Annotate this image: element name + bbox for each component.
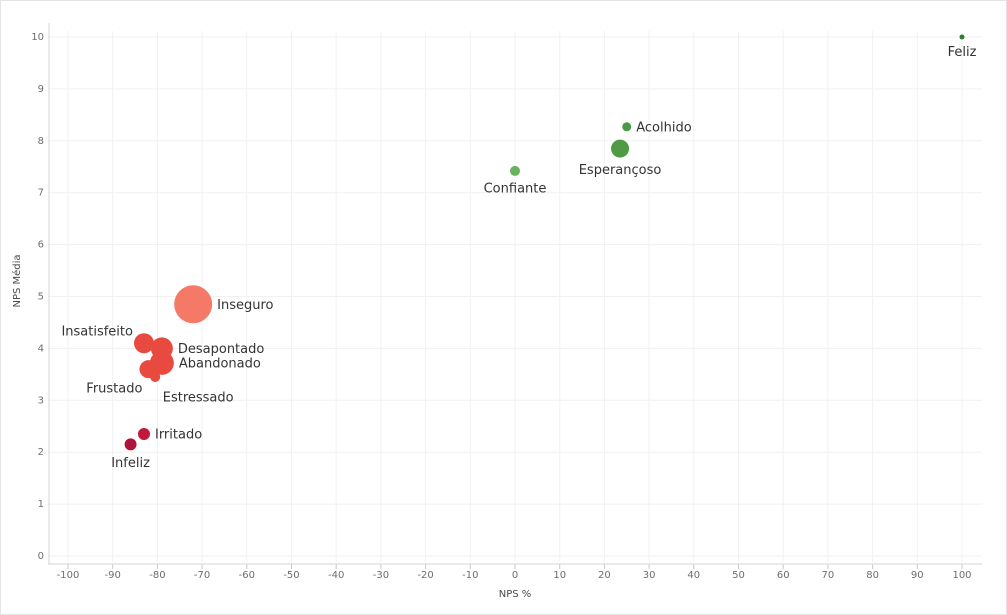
x-tick-label: -60 [239, 570, 255, 581]
point-label: Frustado [86, 382, 142, 397]
x-tick-label: 80 [866, 570, 879, 581]
y-tick-label: 4 [38, 343, 44, 354]
x-tick-label: 40 [687, 570, 700, 581]
point-label: Irritado [155, 428, 202, 443]
x-tick-label: -90 [105, 570, 121, 581]
y-tick-label: 1 [38, 499, 44, 510]
point-label: Insatisfeito [61, 325, 133, 340]
y-tick-label: 5 [38, 292, 44, 303]
x-tick-label: 20 [598, 570, 611, 581]
x-tick-label: 30 [643, 570, 656, 581]
data-point[interactable] [150, 371, 161, 382]
x-axis-title: NPS % [499, 589, 532, 600]
y-tick-label: 8 [38, 136, 44, 147]
y-axis-title: NPS Média [11, 254, 23, 307]
data-point[interactable] [133, 333, 154, 354]
grid-layer [48, 31, 982, 562]
x-tick-label: -50 [283, 570, 299, 581]
tick-layer: -100 -90 -80 -70 -60 -50 -40 -30 -20 -10 0 10 20 30 40… [31, 23, 982, 581]
x-tick-label: -20 [417, 570, 433, 581]
x-tick-label: 90 [911, 570, 924, 581]
data-point[interactable] [150, 337, 173, 360]
x-tick-label: -70 [194, 570, 210, 581]
data-point[interactable] [124, 438, 137, 451]
point-label: Acolhido [636, 120, 691, 135]
y-tick-label: 6 [38, 240, 44, 251]
data-point[interactable] [622, 122, 632, 132]
y-tick-label: 3 [38, 395, 44, 406]
y-tick-label: 2 [38, 447, 44, 458]
point-label: Estressado [163, 390, 234, 405]
x-tick-label: -100 [57, 570, 80, 581]
data-point[interactable] [510, 165, 520, 176]
point-label: Desapontado [178, 342, 265, 357]
data-point[interactable] [174, 285, 213, 324]
x-tick-label: -30 [373, 570, 389, 581]
data-point[interactable] [959, 34, 965, 40]
label-layer: Feliz Acolhido Esperançoso Confiante Insegur… [61, 45, 976, 471]
x-tick-label: -80 [149, 570, 165, 581]
point-layer [124, 34, 965, 451]
x-tick-label: 60 [777, 570, 790, 581]
x-tick-label: -10 [462, 570, 478, 581]
x-tick-label: 100 [952, 570, 971, 581]
x-tick-label: 10 [553, 570, 566, 581]
point-label: Confiante [484, 181, 547, 196]
x-tick-label: 70 [822, 570, 835, 581]
point-label: Abandonado [179, 356, 261, 371]
y-tick-label: 10 [31, 32, 44, 43]
y-tick-label: 9 [38, 84, 44, 95]
x-tick-label: 50 [732, 570, 745, 581]
data-point[interactable] [137, 428, 150, 441]
y-tick-label: 7 [38, 188, 44, 199]
point-label: Infeliz [111, 456, 150, 471]
point-label: Feliz [948, 45, 977, 60]
point-label: Esperançoso [579, 163, 662, 178]
x-tick-label: -40 [328, 570, 344, 581]
x-tick-label: 0 [512, 570, 518, 581]
y-tick-label: 0 [38, 551, 44, 562]
data-point[interactable] [611, 139, 630, 158]
point-label: Inseguro [217, 298, 273, 313]
